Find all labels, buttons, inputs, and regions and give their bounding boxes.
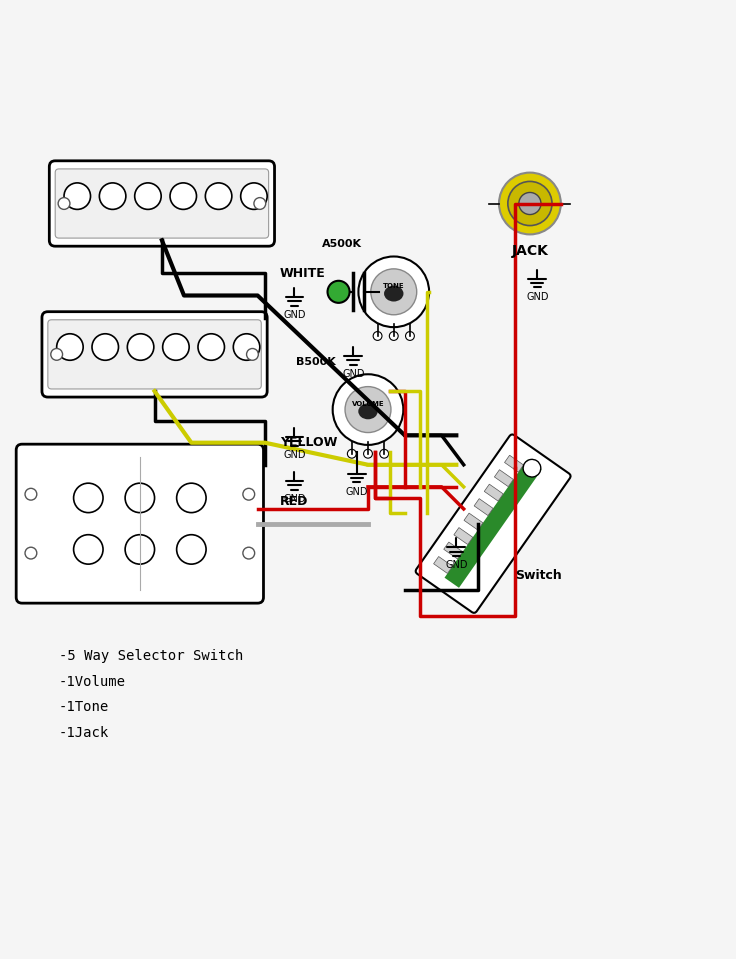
Text: Switch: Switch [515,569,562,582]
Bar [484,484,503,502]
Circle shape [51,348,63,361]
FancyBboxPatch shape [48,319,261,389]
Circle shape [198,334,224,361]
Circle shape [177,483,206,513]
Circle shape [25,548,37,559]
FancyBboxPatch shape [55,169,269,238]
Text: -1Tone: -1Tone [59,700,109,714]
Bar [495,470,513,486]
Text: JACK: JACK [512,244,548,258]
Bar [454,527,473,545]
Circle shape [508,181,552,225]
Circle shape [25,488,37,500]
Circle shape [364,450,372,458]
Bar [474,499,493,516]
FancyBboxPatch shape [416,434,570,613]
Circle shape [247,348,258,361]
Bar [434,556,453,573]
Circle shape [328,281,350,303]
Circle shape [243,488,255,500]
Circle shape [358,256,429,327]
Circle shape [163,334,189,361]
Circle shape [389,332,398,340]
Circle shape [254,198,266,209]
Ellipse shape [384,286,403,301]
Text: -5 Way Selector Switch: -5 Way Selector Switch [59,649,243,663]
Circle shape [347,450,356,458]
Text: YELLOW: YELLOW [280,436,337,449]
Circle shape [380,450,389,458]
Circle shape [519,193,541,215]
Text: VOLUME: VOLUME [352,401,384,407]
Circle shape [74,483,103,513]
Text: A500K: A500K [322,239,361,249]
FancyBboxPatch shape [42,312,267,397]
Text: TONE: TONE [383,283,405,289]
Text: GND: GND [346,487,368,497]
Text: RED: RED [280,495,308,508]
Text: WHITE: WHITE [280,267,325,280]
Circle shape [127,334,154,361]
Circle shape [243,548,255,559]
Bar [464,513,483,530]
Text: GND: GND [526,292,548,302]
Circle shape [373,332,382,340]
FancyBboxPatch shape [16,444,263,603]
Circle shape [125,483,155,513]
Circle shape [345,386,391,433]
Text: GND: GND [342,369,364,379]
Text: GND: GND [283,450,305,460]
Circle shape [371,269,417,315]
Circle shape [135,183,161,209]
Circle shape [64,183,91,209]
Circle shape [523,459,541,477]
Circle shape [99,183,126,209]
Bar [444,542,463,559]
Circle shape [241,183,267,209]
FancyBboxPatch shape [49,161,275,246]
Circle shape [92,334,118,361]
Circle shape [499,173,561,234]
Text: GND: GND [283,310,305,320]
Text: -1Volume: -1Volume [59,674,126,689]
Text: B500K: B500K [296,357,336,367]
Text: GND: GND [445,560,467,571]
FancyBboxPatch shape [445,459,542,588]
Circle shape [170,183,197,209]
Circle shape [125,535,155,564]
Circle shape [177,535,206,564]
Bar [504,456,523,472]
Text: GND: GND [283,494,305,504]
Circle shape [406,332,414,340]
Circle shape [333,374,403,445]
Circle shape [74,535,103,564]
Circle shape [58,198,70,209]
Circle shape [205,183,232,209]
Circle shape [57,334,83,361]
Text: -1Jack: -1Jack [59,726,109,740]
Ellipse shape [358,404,378,419]
Circle shape [233,334,260,361]
